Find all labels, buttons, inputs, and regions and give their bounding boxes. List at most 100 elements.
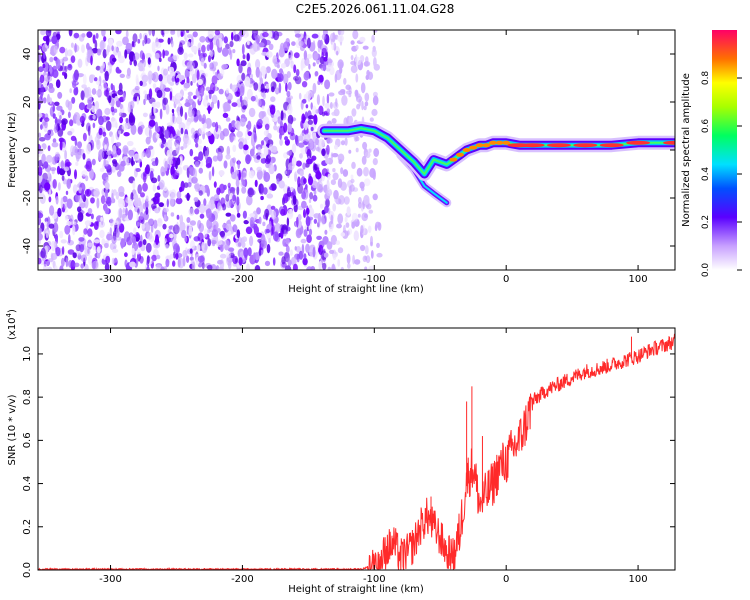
noise-speck (312, 40, 316, 51)
y-tick-label: 0.4 (22, 476, 33, 492)
noise-speck (137, 184, 142, 195)
noise-speck (187, 98, 194, 106)
noise-speck (126, 67, 131, 77)
noise-speck (57, 91, 63, 99)
noise-speck (133, 59, 137, 67)
snr-line (38, 333, 675, 570)
noise-speck (106, 196, 112, 207)
noise-speck (106, 151, 111, 156)
noise-speck (374, 224, 378, 232)
noise-speck (300, 60, 304, 71)
noise-speck (179, 214, 184, 225)
noise-speck (183, 52, 188, 60)
noise-speck (208, 170, 212, 181)
x-tick-label: -200 (231, 574, 254, 585)
noise-speck (232, 224, 238, 233)
noise-speck (173, 243, 180, 254)
noise-speck (225, 117, 231, 122)
noise-speck (143, 173, 147, 183)
noise-speck (66, 49, 73, 57)
noise-speck (209, 62, 215, 70)
noise-speck (361, 155, 367, 165)
noise-speck (55, 58, 61, 70)
noise-speck (250, 95, 256, 102)
noise-speck (38, 257, 42, 265)
noise-speck (286, 208, 294, 220)
noise-speck (283, 122, 288, 133)
noise-speck (104, 182, 110, 190)
noise-speck (330, 234, 337, 246)
noise-speck (141, 74, 149, 83)
signal-hotspot (469, 145, 478, 150)
noise-speck (124, 49, 128, 59)
noise-speck (373, 148, 380, 157)
snr-x-label: Height of straight line (km) (288, 584, 424, 595)
noise-speck (241, 44, 245, 55)
noise-speck (65, 190, 69, 195)
signal-hotspot (456, 152, 464, 157)
noise-speck (170, 159, 174, 165)
noise-speck (106, 233, 113, 241)
noise-speck (68, 234, 71, 244)
noise-speck (289, 186, 294, 192)
noise-speck (286, 217, 290, 227)
noise-speck (177, 30, 181, 38)
noise-speck (197, 262, 203, 268)
noise-speck (117, 170, 122, 177)
noise-speck (173, 251, 176, 259)
noise-speck (247, 216, 251, 222)
noise-speck (210, 101, 214, 109)
noise-speck (270, 210, 277, 220)
noise-speck (158, 206, 161, 211)
noise-speck (322, 262, 327, 270)
noise-speck (303, 229, 308, 237)
noise-speck (299, 170, 304, 177)
y-tick-label: 40 (22, 48, 33, 61)
noise-speck (306, 207, 310, 215)
noise-speck (332, 203, 337, 212)
noise-speck (100, 216, 103, 222)
noise-speck (285, 82, 288, 92)
noise-speck (326, 144, 330, 155)
noise-speck (237, 242, 242, 247)
noise-speck (264, 260, 271, 267)
snr-frame (37, 327, 676, 571)
noise-speck (111, 57, 117, 63)
noise-speck (257, 146, 262, 158)
noise-speck (165, 255, 173, 261)
noise-speck (201, 241, 205, 251)
noise-speck (329, 249, 335, 254)
noise-speck (65, 257, 69, 268)
noise-speck (350, 40, 355, 45)
noise-speck (38, 215, 42, 226)
colorbar-ticks: 0.0 0.2 0.4 0.6 0.8 (701, 71, 742, 277)
noise-speck (153, 104, 156, 115)
noise-speck (211, 229, 219, 238)
noise-speck (364, 92, 370, 102)
noise-speck (152, 83, 157, 89)
noise-speck (350, 60, 357, 66)
noise-speck (198, 95, 202, 102)
noise-speck (311, 155, 317, 161)
noise-speck (240, 60, 247, 67)
snr-scale-suffix: ) (7, 309, 18, 313)
noise-speck (371, 34, 375, 43)
noise-speck (99, 167, 105, 173)
noise-speck (368, 148, 372, 153)
snr-scale-exponent: 4 (5, 312, 13, 317)
noise-speck (189, 248, 193, 254)
noise-speck (100, 195, 106, 205)
noise-speck (119, 103, 123, 110)
noise-speck (137, 197, 141, 206)
noise-speck (170, 112, 173, 124)
noise-speck (77, 73, 84, 78)
noise-speck (288, 54, 293, 61)
noise-speck (151, 161, 158, 167)
noise-speck (198, 167, 203, 174)
noise-speck (94, 100, 100, 110)
noise-speck (306, 158, 313, 165)
noise-speck (47, 129, 51, 136)
noise-speck (170, 40, 174, 48)
noise-speck (261, 105, 265, 110)
noise-speck (355, 73, 359, 83)
